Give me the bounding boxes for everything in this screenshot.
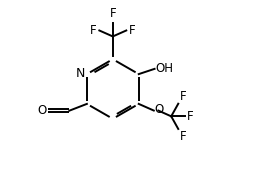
Text: F: F [187, 110, 193, 123]
Text: F: F [110, 7, 116, 20]
Text: N: N [76, 67, 85, 80]
Text: F: F [90, 24, 97, 37]
Text: F: F [179, 90, 186, 103]
Text: F: F [129, 24, 135, 37]
Text: F: F [179, 130, 186, 143]
Text: OH: OH [156, 62, 174, 75]
Text: O: O [37, 104, 46, 117]
Text: O: O [155, 103, 164, 116]
